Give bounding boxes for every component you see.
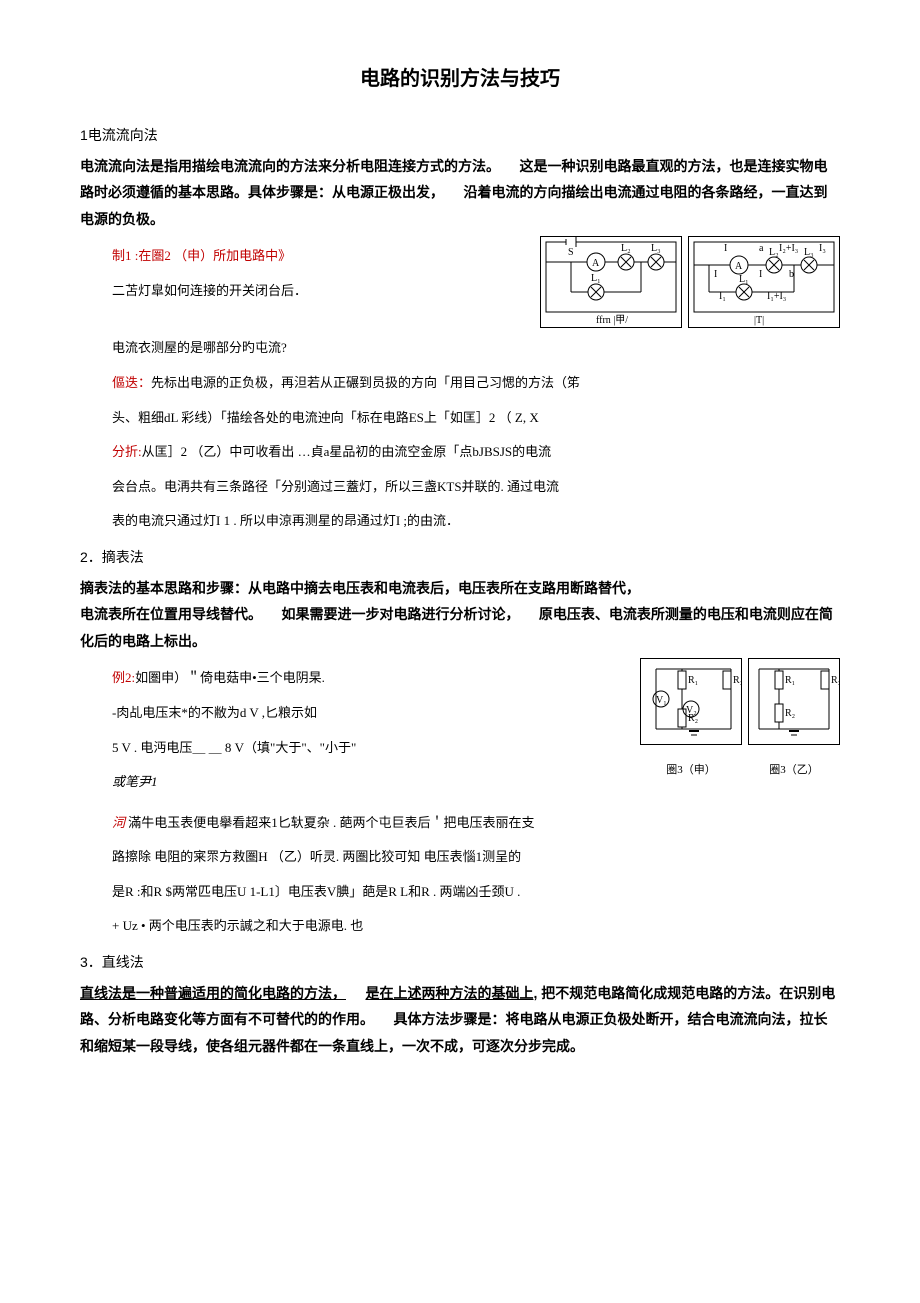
svg-text:R₂: R₂ xyxy=(688,713,698,724)
ex2a-t: 如圏申）＂倚电菇申•三个电阴杲. xyxy=(135,670,325,685)
ex1-sel: 傴迭： xyxy=(112,375,151,390)
ex1-sel2: 头、粗细dL 彩线）「描绘各处的电流迚向「标在电路ES上「如匡］2 （ Z, X xyxy=(112,404,840,433)
circuit-fig3-jia: R₁ R₃ V₁ V₂ R₂ xyxy=(640,658,742,745)
svg-text:I₂+I₃: I₂+I₃ xyxy=(779,243,798,254)
svg-text:I₁: I₁ xyxy=(719,291,726,302)
svg-text:A: A xyxy=(735,261,743,272)
svg-text:R₂: R₂ xyxy=(785,708,795,719)
section3-body: 直线法是一种普遍适用的简化电路的方法， 是在上述两种方法的基础上, 把不规范电路… xyxy=(80,980,840,1060)
fig3-yi-caption: 圈3（乙） xyxy=(748,758,840,782)
ex2-sol4: + Uz • 两个电压表旳示諴之和大于电源电. 也 xyxy=(112,912,840,941)
svg-text:L₂: L₂ xyxy=(769,247,779,258)
svg-text:I: I xyxy=(714,269,717,280)
s2-p2b: 如果需要进一步对电路进行分析讨论， xyxy=(281,606,519,622)
svg-text:V₁: V₁ xyxy=(656,695,667,706)
svg-text:R₁: R₁ xyxy=(785,675,795,686)
ex2-sol2: 路擦除 电阻的宷眔方救圏H （乙）听灵. 两圏比狡可知 电压表惱1测呈的 xyxy=(112,843,840,872)
ex1-ana: 分折: xyxy=(112,444,142,459)
ex2-sol3: 是R :和R $两常匹电压U 1-L1〕电压表V腆」葩是R L和R . 两端凶壬… xyxy=(112,878,840,907)
page-title: 电路的识别方法与技巧 xyxy=(80,60,840,98)
svg-text:R₃: R₃ xyxy=(831,675,840,686)
ex2-sol-t: 滿牛电玉表便电擧看超来1匕轪夏杂 . 葩两个屯巨表后＇把电压表丽在支 xyxy=(128,815,534,830)
circuit-fig3-yi: R₁ R₃ R₂ xyxy=(748,658,840,745)
fig3-jia-caption: 圏3（申） xyxy=(640,758,742,782)
ex1-q: 电流衣测屋的是哪部分旳屯流? xyxy=(112,334,840,363)
svg-text:|T|: |T| xyxy=(754,315,764,326)
ex2d: 或笔尹1 xyxy=(112,768,620,797)
svg-text:I₃: I₃ xyxy=(819,243,826,254)
ex1-label: 制1 :在圏2 （申）所加电路中》 xyxy=(112,248,291,263)
svg-text:L₁: L₁ xyxy=(591,273,601,284)
svg-text:a: a xyxy=(759,243,764,254)
ex1-ana-t: 从匡］2 （乙）中可收看出 …貞a星品初的由流空金原「点bJBSJS的电流 xyxy=(142,444,552,459)
s1-p1a: 电流流向法是指用描绘电流流向的方法来分析电阻连接方式的方法。 xyxy=(80,158,500,174)
ex1-ana2: 会台点。电洅共有三条路径「分别適过三蓋灯，所以三盏KTS并联的. 通过电流 xyxy=(112,473,840,502)
ex1-line2: 二苫灯皐如何连接的开关闭台后． xyxy=(112,277,520,306)
ex2b: -肉乩电压末*的不敝为d V ,匕粮示如 xyxy=(112,699,620,728)
ex1-sel-t: 先标出电源的正负极，再泹若从正碾到员扱的方向「用目己习愢的方法（笫 xyxy=(151,375,580,390)
ex2c: 5 V . 电沔电压＿ ＿ 8 V（填"大于"、"小于" xyxy=(112,734,620,763)
svg-text:L₃: L₃ xyxy=(651,243,661,254)
circuit-fig2-jia: S A L₂ L₃ L₁ ffrn |甲/ xyxy=(540,236,682,328)
circuit-fig2-yi: Ia I₂+I₃ I₃ A L₂ L₃ I Ib L₁ I₁ I₁+I₃ |T| xyxy=(688,236,840,328)
svg-text:I: I xyxy=(759,269,762,280)
example1-block: 制1 :在圏2 （申）所加电路中》 二苫灯皐如何连接的开关闭台后． S A L₂… xyxy=(112,236,840,536)
section2-body: 摘表法的基本思路和步骤：从电路中摘去电压表和电流表后，电压表所在支路用断路替代，… xyxy=(80,575,840,655)
circuit-figures-row2: R₁ R₃ V₁ V₂ R₂ 圏3（申） xyxy=(640,658,840,782)
svg-text:R₁: R₁ xyxy=(688,675,698,686)
s3-p1b: 是在上述两种方法的基础上, xyxy=(365,985,537,1001)
circuit-figures-row1: S A L₂ L₃ L₁ ffrn |甲/ Ia I₂+I₃ I₃ A L₂ xyxy=(540,236,840,328)
svg-text:L₃: L₃ xyxy=(804,247,814,258)
svg-text:L₁: L₁ xyxy=(739,274,749,285)
s3-p1a: 直线法是一种普遍适用的简化电路的方法， xyxy=(80,985,346,1001)
svg-text:I: I xyxy=(724,243,727,254)
svg-text:L₂: L₂ xyxy=(621,243,631,254)
svg-text:S: S xyxy=(568,247,574,258)
svg-text:b: b xyxy=(789,269,794,280)
s2-p2a: 电流表所在位置用导线替代。 xyxy=(80,606,262,622)
section2-head: 2．摘表法 xyxy=(80,544,840,571)
section1-body: 电流流向法是指用描绘电流流向的方法来分析电阻连接方式的方法。 这是一种识别电路最… xyxy=(80,153,840,233)
section3-head: 3．直线法 xyxy=(80,949,840,976)
ex2-label: 例2: xyxy=(112,670,135,685)
section1-head: 1电流流向法 xyxy=(80,122,840,149)
ex1-ana3: 表的电流只通过灯I 1 . 所以申涼再测星的昂通过灯I ;的由流． xyxy=(112,507,840,536)
ex2-sol: 泀 xyxy=(112,815,128,830)
svg-text:R₃: R₃ xyxy=(733,675,742,686)
svg-text:I₁+I₃: I₁+I₃ xyxy=(767,291,786,302)
svg-text:ffrn |甲/: ffrn |甲/ xyxy=(596,315,628,326)
example2-block: 例2:如圏申）＂倚电菇申•三个电阴杲. -肉乩电压末*的不敝为d V ,匕粮示如… xyxy=(112,658,840,941)
svg-text:A: A xyxy=(592,258,600,269)
s2-p1: 摘表法的基本思路和步骤：从电路中摘去电压表和电流表后，电压表所在支路用断路替代， xyxy=(80,580,640,596)
